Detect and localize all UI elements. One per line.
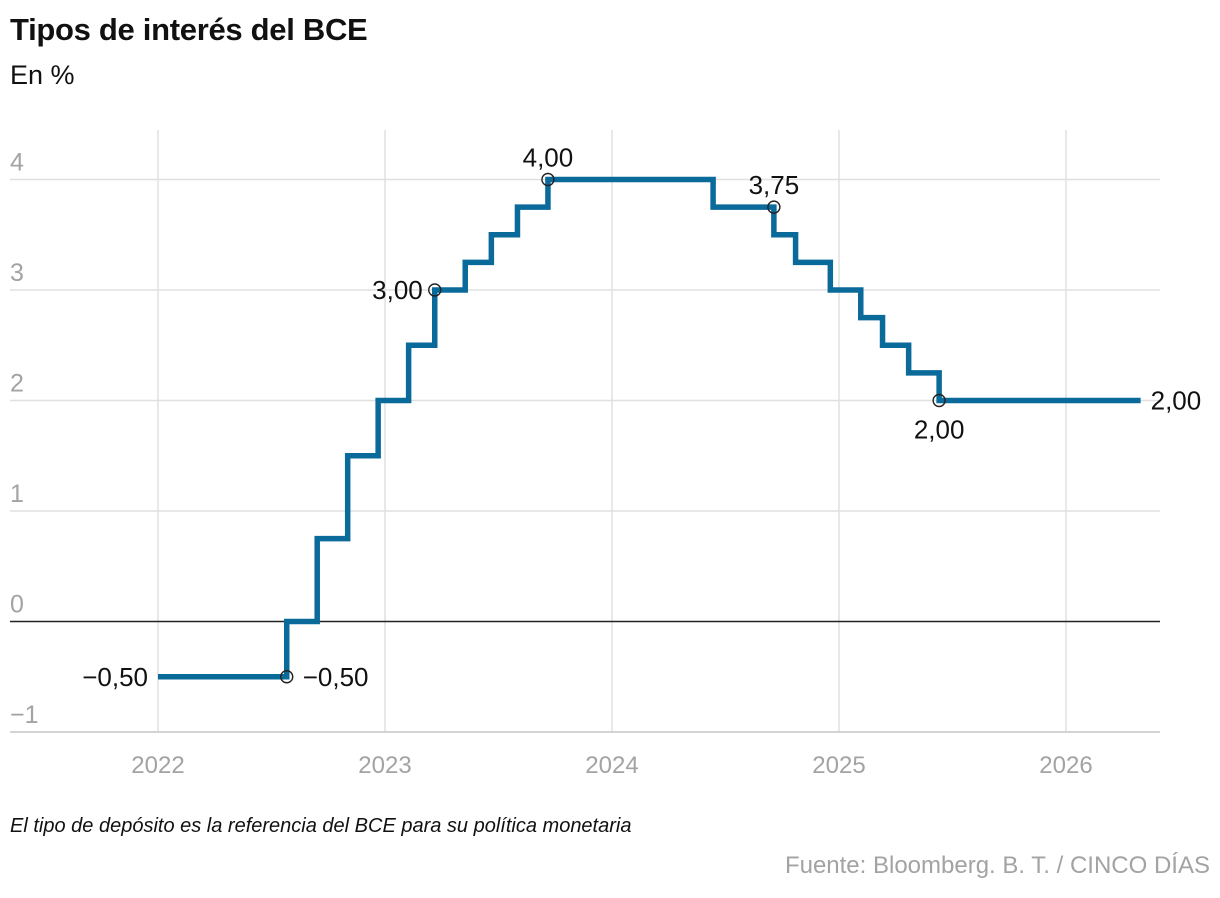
point-marker xyxy=(932,393,946,408)
data-label: 2,00 xyxy=(1151,386,1202,416)
chart-title: Tipos de interés del BCE xyxy=(10,12,368,47)
rate-step-chart: −1 0 1 2 3 4 2022 2023 2024 2025 2026 −0,50 −0,50 3… xyxy=(10,130,1201,779)
y-tick-label: 3 xyxy=(10,259,24,287)
y-tick-label: 0 xyxy=(10,591,24,619)
chart-subtitle: En % xyxy=(10,60,75,90)
y-tick-label: 1 xyxy=(10,480,24,508)
data-label: 3,75 xyxy=(749,170,800,200)
y-tick-labels: −1 0 1 2 3 4 xyxy=(10,149,39,730)
chart-source: Fuente: Bloomberg. B. T. / CINCO DÍAS xyxy=(784,852,1210,879)
data-label: 4,00 xyxy=(523,143,574,173)
y-tick-label: 4 xyxy=(10,149,24,177)
series-layer xyxy=(158,176,1141,680)
point-marker xyxy=(767,200,781,214)
x-tick-label: 2023 xyxy=(358,752,411,779)
data-label: 3,00 xyxy=(372,275,423,305)
data-label: 2,00 xyxy=(914,415,965,445)
chart-note: El tipo de depósito es la referencia del… xyxy=(10,815,632,837)
point-marker xyxy=(541,172,555,187)
point-marker xyxy=(428,283,442,297)
vertical-gridlines xyxy=(157,130,1067,732)
annotation-layer: −0,50 −0,50 3,00 4,00 3,75 2,00 2,00 xyxy=(82,143,1201,692)
point-marker xyxy=(280,670,294,684)
x-tick-label: 2026 xyxy=(1039,752,1092,779)
y-tick-label: −1 xyxy=(10,701,39,729)
x-tick-label: 2025 xyxy=(812,752,865,779)
horizontal-gridlines xyxy=(10,178,1160,733)
y-tick-label: 2 xyxy=(10,370,24,398)
data-label: −0,50 xyxy=(82,662,148,692)
x-tick-label: 2024 xyxy=(585,752,638,779)
series-line xyxy=(158,176,1141,680)
x-tick-label: 2022 xyxy=(131,752,184,779)
data-label: −0,50 xyxy=(303,662,369,692)
x-tick-labels: 2022 2023 2024 2025 2026 xyxy=(131,752,1092,779)
